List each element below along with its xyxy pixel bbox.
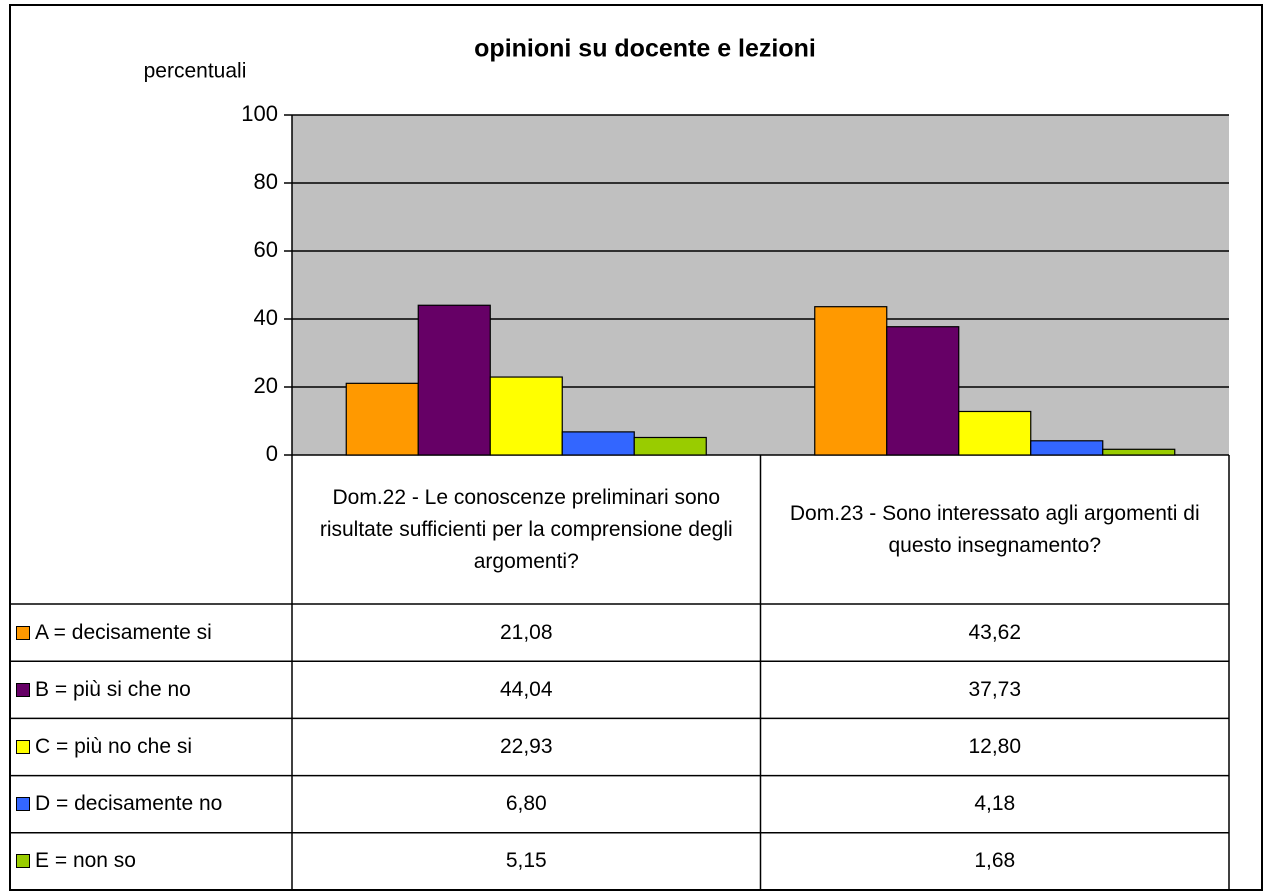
- y-tick-label: 0: [266, 441, 278, 466]
- bar: [814, 306, 888, 456]
- bar: [633, 436, 707, 456]
- legend-key: [16, 797, 30, 812]
- data-label: 4,18: [974, 792, 1016, 816]
- y-axis-label: percentuali: [144, 60, 247, 83]
- data-label: 44,04: [499, 677, 553, 701]
- data-label: 12,80: [968, 734, 1022, 758]
- bar: [1030, 440, 1104, 456]
- y-tick-label: 100: [241, 101, 278, 126]
- y-tick-label: 20: [254, 373, 278, 398]
- bar: [886, 326, 960, 456]
- legend-item: B = più si che no: [10, 661, 292, 718]
- data-label: 6,80: [505, 792, 547, 816]
- legend-label: E = non so: [35, 849, 136, 873]
- data-label: 43,62: [968, 620, 1022, 644]
- data-label: 22,93: [499, 734, 553, 758]
- chart-title: opinioni su docente e lezioni: [474, 35, 816, 63]
- x-tick-label: Dom.23 - Sono interessato agli argomenti…: [789, 501, 1200, 557]
- legend-item: A = decisamente si: [10, 604, 292, 661]
- legend-key: [16, 739, 30, 754]
- chart-border: [9, 4, 1263, 891]
- legend-label: B = più si che no: [35, 677, 191, 701]
- bar: [958, 410, 1032, 456]
- legend-label: C = più no che si: [35, 734, 193, 758]
- data-label: 21,08: [499, 620, 553, 644]
- legend-item: D = decisamente no: [10, 776, 292, 833]
- bar: [417, 304, 491, 456]
- bar: [1102, 448, 1176, 456]
- y-tick-label: 80: [254, 169, 278, 194]
- data-label: 37,73: [968, 677, 1022, 701]
- bar: [345, 382, 419, 456]
- data-label: 1,68: [974, 849, 1016, 873]
- legend-label: D = decisamente no: [35, 792, 223, 816]
- legend-key: [16, 625, 30, 640]
- y-tick-label: 60: [254, 237, 278, 262]
- data-label: 5,15: [505, 849, 547, 873]
- legend-label: A = decisamente si: [35, 620, 212, 644]
- legend-key: [16, 682, 30, 697]
- legend-item: E = non so: [10, 833, 292, 890]
- legend-item: C = più no che si: [10, 718, 292, 775]
- x-tick-label: Dom.22 - Le conoscenze preliminari sono …: [319, 485, 733, 573]
- y-tick-label: 40: [254, 305, 278, 330]
- legend-key: [16, 854, 30, 869]
- bar: [489, 376, 563, 456]
- bar: [561, 431, 635, 456]
